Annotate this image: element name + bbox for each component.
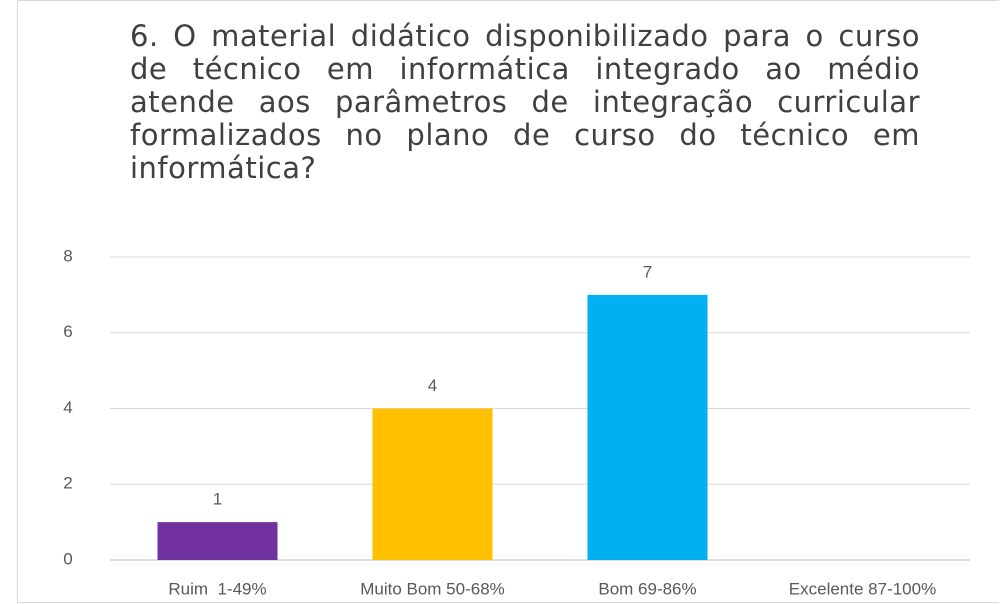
chart-title: 6. O material didático disponibilizado p… (130, 19, 920, 185)
x-tick-label: Ruim 1-49% (168, 579, 266, 598)
x-tick-label: Bom 69-86% (598, 579, 696, 598)
y-tick-label: 0 (63, 549, 72, 568)
x-tick-label: Muito Bom 50-68% (360, 579, 505, 598)
data-label: 4 (428, 376, 437, 395)
y-tick-label: 4 (63, 398, 72, 417)
y-tick-label: 2 (63, 474, 72, 493)
bar (587, 294, 708, 560)
chart-frame (17, 0, 999, 603)
y-tick-label: 6 (63, 322, 72, 341)
bar (157, 522, 278, 560)
y-tick-label: 8 (63, 246, 72, 265)
bar (372, 408, 493, 560)
data-label: 1 (213, 490, 222, 509)
x-tick-label: Excelente 87-100% (789, 579, 936, 598)
data-label: 7 (643, 262, 652, 281)
